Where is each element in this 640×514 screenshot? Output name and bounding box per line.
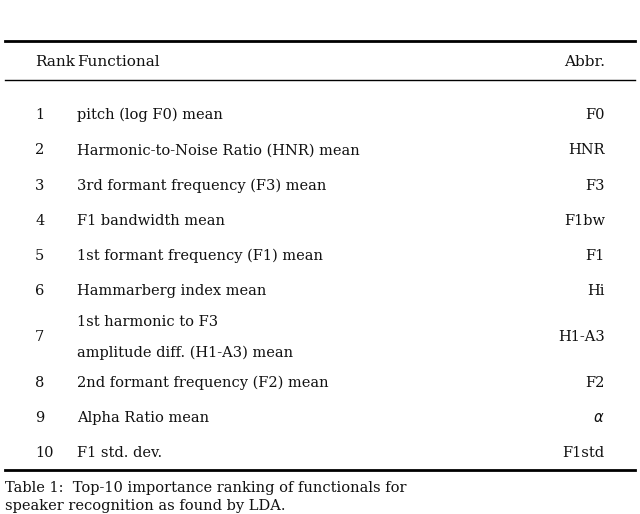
Text: F1std: F1std [563,447,605,461]
Text: 1: 1 [35,108,44,122]
Text: Table 1:  Top-10 importance ranking of functionals for
speaker recognition as fo: Table 1: Top-10 importance ranking of fu… [5,481,406,513]
Text: amplitude diff. (H1-A3) mean: amplitude diff. (H1-A3) mean [77,345,293,360]
Text: H1-A3: H1-A3 [558,330,605,344]
Text: 10: 10 [35,447,54,461]
Text: 7: 7 [35,330,44,344]
Text: Functional: Functional [77,54,159,69]
Text: 2nd formant frequency (F2) mean: 2nd formant frequency (F2) mean [77,376,328,390]
Text: F1: F1 [586,249,605,263]
Text: F2: F2 [586,376,605,390]
Text: F3: F3 [586,179,605,193]
Text: 6: 6 [35,284,45,298]
Text: Hi: Hi [588,284,605,298]
Text: F1 bandwidth mean: F1 bandwidth mean [77,214,225,228]
Text: 3: 3 [35,179,45,193]
Text: Harmonic-to-Noise Ratio (HNR) mean: Harmonic-to-Noise Ratio (HNR) mean [77,143,360,157]
Text: HNR: HNR [568,143,605,157]
Text: 3rd formant frequency (F3) mean: 3rd formant frequency (F3) mean [77,178,326,193]
Text: 1st formant frequency (F1) mean: 1st formant frequency (F1) mean [77,249,323,263]
Text: 5: 5 [35,249,44,263]
Text: Rank: Rank [35,54,76,69]
Text: pitch (log F0) mean: pitch (log F0) mean [77,108,223,122]
Text: 1st harmonic to F3: 1st harmonic to F3 [77,315,218,329]
Text: F1 std. dev.: F1 std. dev. [77,447,162,461]
Text: 9: 9 [35,411,44,425]
Text: Alpha Ratio mean: Alpha Ratio mean [77,411,209,425]
Text: Abbr.: Abbr. [564,54,605,69]
Text: Hammarberg index mean: Hammarberg index mean [77,284,266,298]
Text: F1bw: F1bw [564,214,605,228]
Text: 8: 8 [35,376,45,390]
Text: $\alpha$: $\alpha$ [593,411,605,425]
Text: 4: 4 [35,214,44,228]
Text: 2: 2 [35,143,44,157]
Text: F0: F0 [586,108,605,122]
